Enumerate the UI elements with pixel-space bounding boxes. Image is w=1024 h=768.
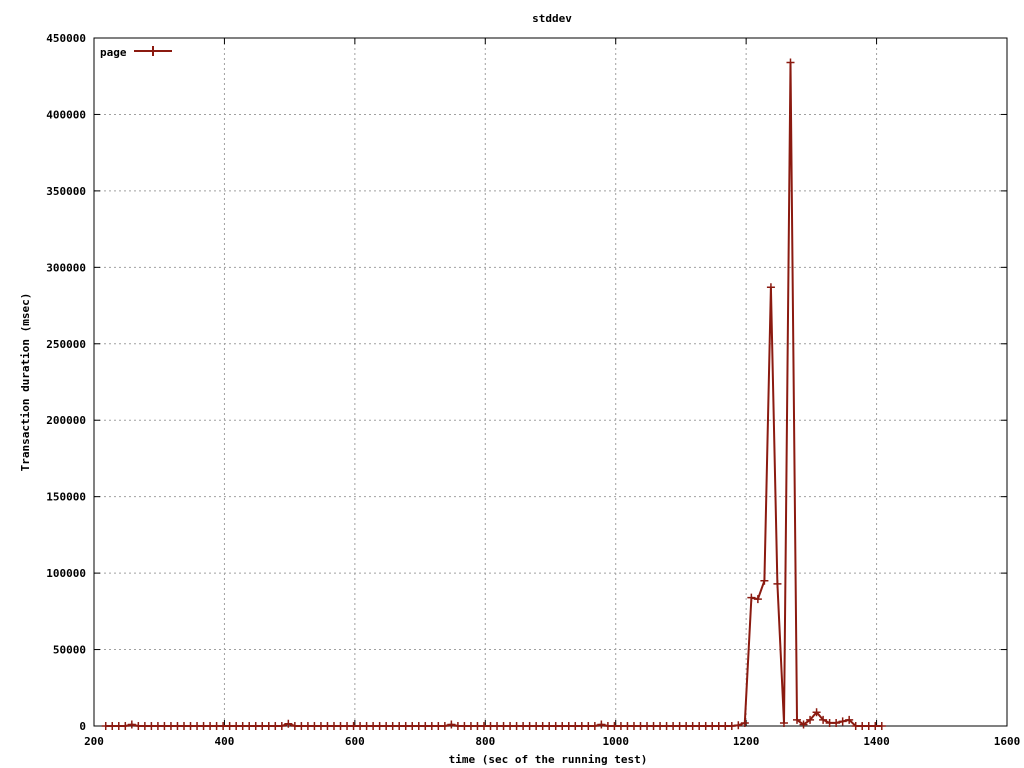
data-point	[447, 720, 456, 729]
legend-label-page: page	[100, 46, 127, 59]
data-point	[819, 715, 828, 724]
data-point	[440, 722, 449, 730]
y-tick-label: 200000	[46, 414, 86, 427]
data-point	[740, 718, 749, 727]
data-point	[734, 721, 743, 730]
data-point	[597, 720, 606, 729]
data-point	[727, 722, 736, 730]
series-page	[101, 58, 886, 730]
data-point	[766, 283, 775, 292]
data-point	[806, 715, 815, 724]
y-tick-label: 300000	[46, 261, 86, 274]
plot-frame	[93, 37, 1008, 727]
data-point	[121, 722, 130, 730]
x-tick-label: 200	[84, 735, 104, 748]
data-point	[277, 722, 286, 730]
x-tick-label: 800	[475, 735, 495, 748]
x-tick-label: 1200	[733, 735, 760, 748]
x-tick-label: 400	[214, 735, 234, 748]
data-point	[877, 722, 886, 730]
data-point	[127, 720, 136, 729]
y-tick-label: 0	[79, 720, 86, 733]
series-line-page	[105, 61, 882, 727]
y-tick-label: 450000	[46, 32, 86, 45]
grid-lines	[94, 38, 1007, 726]
data-point	[845, 715, 854, 724]
x-tick-label: 1400	[863, 735, 890, 748]
axis-ticks: 200 400 600 800 1000 1200 1400 1600 0 50000 100000…	[46, 32, 1020, 748]
data-point	[590, 722, 599, 730]
legend: page	[100, 46, 172, 59]
data-point	[832, 718, 841, 727]
data-point	[779, 718, 788, 727]
y-axis-label: Transaction duration (msec)	[19, 293, 32, 472]
y-tick-label: 100000	[46, 567, 86, 580]
data-point	[838, 717, 847, 726]
y-tick-label: 150000	[46, 491, 86, 504]
x-tick-label: 1600	[994, 735, 1021, 748]
x-tick-label: 1000	[602, 735, 629, 748]
y-tick-label: 250000	[46, 338, 86, 351]
data-point	[793, 715, 802, 724]
data-point	[747, 593, 756, 602]
data-point	[786, 58, 795, 67]
data-point	[799, 720, 808, 729]
data-point	[760, 576, 769, 585]
y-tick-label: 50000	[53, 644, 86, 657]
y-tick-label: 400000	[46, 108, 86, 121]
x-tick-label: 600	[345, 735, 365, 748]
x-axis-label: time (sec of the running test)	[449, 753, 648, 766]
data-point	[773, 579, 782, 588]
data-point	[284, 719, 293, 728]
chart-title: stddev	[532, 12, 572, 25]
data-point	[812, 708, 821, 717]
data-point	[753, 595, 762, 604]
y-tick-label: 350000	[46, 185, 86, 198]
